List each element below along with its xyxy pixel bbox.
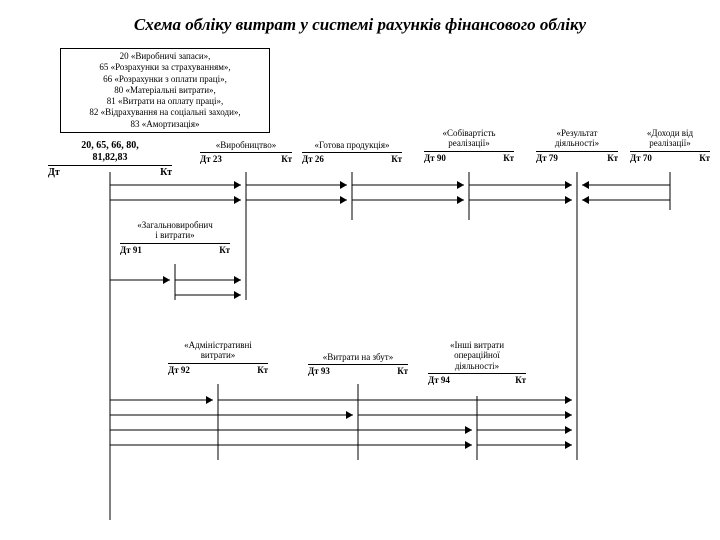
connector-lines <box>0 0 720 540</box>
